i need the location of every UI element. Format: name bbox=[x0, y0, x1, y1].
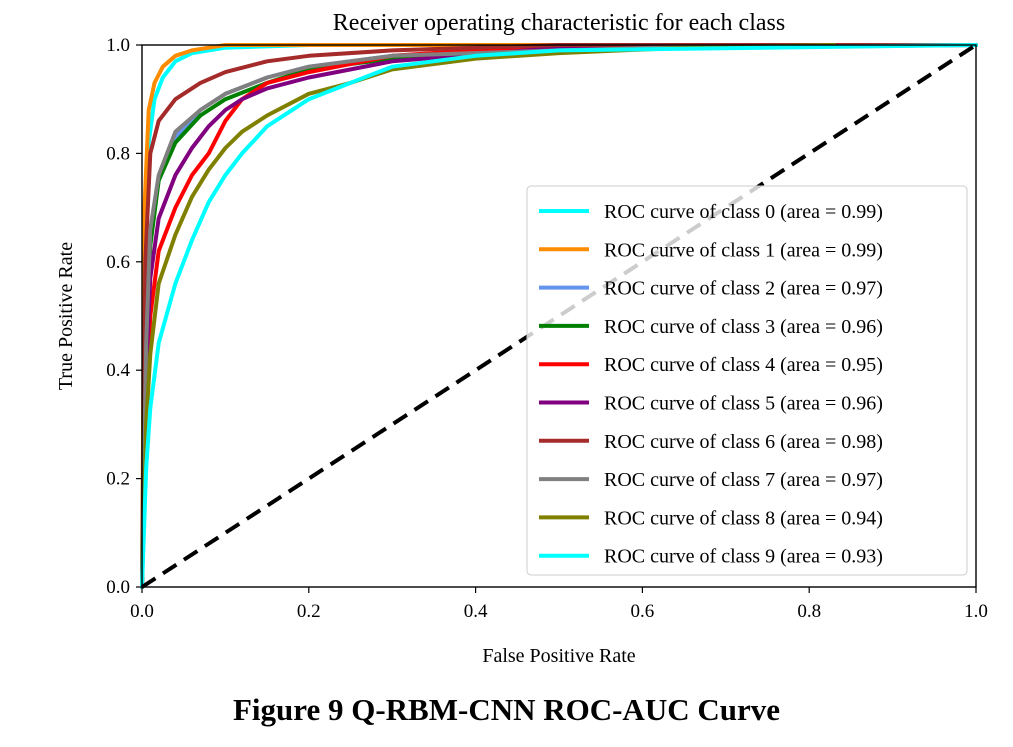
chart-title: Receiver operating characteristic for ea… bbox=[333, 10, 785, 36]
legend-label-class-6: ROC curve of class 6 (area = 0.98) bbox=[604, 431, 883, 453]
legend-label-class-4: ROC curve of class 4 (area = 0.95) bbox=[604, 354, 883, 376]
y-tick-label: 1.0 bbox=[106, 35, 130, 56]
y-tick-label: 0.2 bbox=[106, 469, 130, 490]
legend-label-class-3: ROC curve of class 3 (area = 0.96) bbox=[604, 316, 883, 338]
x-tick-label: 0.4 bbox=[464, 601, 488, 622]
roc-chart: Receiver operating characteristic for ea… bbox=[55, 10, 988, 667]
y-tick-label: 0.0 bbox=[106, 577, 130, 598]
y-tick-label: 0.6 bbox=[106, 252, 130, 273]
legend-label-class-5: ROC curve of class 5 (area = 0.96) bbox=[604, 393, 883, 415]
y-axis-ticks: 0.0 0.2 0.4 0.6 0.8 1.0 bbox=[106, 35, 142, 598]
roc-curves bbox=[140, 43, 978, 589]
legend-label-class-7: ROC curve of class 7 (area = 0.97) bbox=[604, 469, 883, 491]
chart-legend: ROC curve of class 0 (area = 0.99) ROC cu… bbox=[526, 185, 968, 576]
plot-frame bbox=[141, 44, 977, 588]
legend-label-class-8: ROC curve of class 8 (area = 0.94) bbox=[604, 507, 883, 529]
y-tick-label: 0.4 bbox=[106, 360, 130, 381]
x-tick-label: 0.2 bbox=[297, 601, 321, 622]
legend-label-class-2: ROC curve of class 2 (area = 0.97) bbox=[604, 278, 883, 300]
roc-curve-class-9 bbox=[140, 43, 978, 589]
x-axis-ticks: 0.0 0.2 0.4 0.6 0.8 1.0 bbox=[130, 587, 988, 622]
legend-label-class-9: ROC curve of class 9 (area = 0.93) bbox=[604, 546, 883, 568]
legend-label-class-0: ROC curve of class 0 (area = 0.99) bbox=[604, 201, 883, 223]
roc-curve-class-6 bbox=[140, 43, 978, 589]
y-tick-label: 0.8 bbox=[106, 143, 130, 164]
chance-diagonal-line bbox=[140, 43, 978, 589]
figure-caption: Figure 9 Q-RBM-CNN ROC-AUC Curve bbox=[232, 692, 780, 727]
legend-box bbox=[526, 185, 968, 576]
y-axis-label: True Positive Rate bbox=[55, 242, 77, 390]
legend-label-class-1: ROC curve of class 1 (area = 0.99) bbox=[604, 239, 883, 261]
x-tick-label: 0.8 bbox=[797, 601, 821, 622]
roc-curve-class-8 bbox=[140, 43, 837, 589]
x-tick-label: 0.6 bbox=[631, 601, 655, 622]
x-tick-label: 0.0 bbox=[130, 601, 154, 622]
roc-curve-class-5 bbox=[140, 43, 978, 589]
roc-curve-class-1 bbox=[140, 43, 978, 589]
x-axis-label: False Positive Rate bbox=[482, 645, 635, 667]
x-tick-label: 1.0 bbox=[964, 601, 988, 622]
